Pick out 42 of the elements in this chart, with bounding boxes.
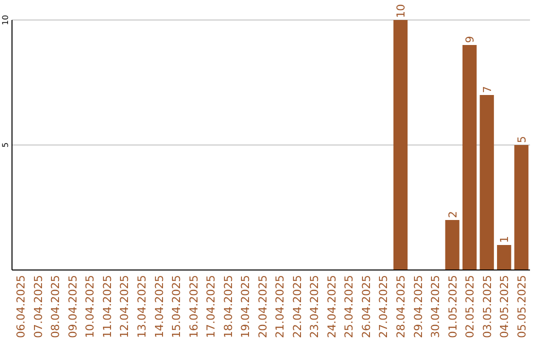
- x-tick-label: 22.04.2025: [290, 275, 304, 338]
- x-tick-label: 02.05.2025: [464, 275, 477, 338]
- data-label: 2: [446, 211, 460, 218]
- x-tick-label: 13.04.2025: [136, 275, 148, 338]
- bar: [480, 95, 494, 270]
- x-tick-label: 26.04.2025: [360, 275, 373, 338]
- x-tick-label: 19.04.2025: [239, 275, 252, 338]
- x-tick-label: 05.05.2025: [515, 275, 528, 338]
- data-label: 7: [480, 86, 494, 93]
- x-tick-label: 23.04.2025: [308, 275, 322, 338]
- x-tick-label: 03.05.2025: [480, 275, 494, 338]
- x-tick-label: 25.04.2025: [342, 275, 356, 338]
- x-tick-label: 01.05.2025: [446, 275, 460, 338]
- data-label: 5: [515, 136, 528, 143]
- data-label: 9: [464, 36, 477, 43]
- x-tick-label: 24.04.2025: [325, 275, 338, 338]
- bar: [393, 20, 408, 270]
- x-tick-label: 21.04.2025: [274, 275, 287, 338]
- data-label: 1: [498, 236, 512, 243]
- x-tick-label: 29.04.2025: [412, 275, 425, 338]
- x-tick-label: 07.04.2025: [32, 275, 45, 338]
- bar: [445, 220, 460, 270]
- x-tick-label: 04.05.2025: [498, 275, 512, 338]
- bar: [514, 145, 528, 270]
- x-tick-label: 27.04.2025: [377, 275, 390, 338]
- x-tick-label: 15.04.2025: [170, 275, 184, 338]
- x-tick-label: 10.04.2025: [84, 275, 97, 338]
- x-tick-label: 11.04.2025: [100, 275, 114, 338]
- x-tick-label: 16.04.2025: [187, 275, 200, 338]
- x-tick-label: 28.04.2025: [394, 275, 408, 338]
- bar: [462, 45, 477, 270]
- x-tick-label: 08.04.2025: [49, 275, 62, 338]
- x-tick-label: 14.04.2025: [152, 275, 166, 338]
- x-tick-label: 09.04.2025: [66, 275, 80, 338]
- x-tick-label: 06.04.2025: [14, 275, 28, 338]
- x-tick-label: 30.04.2025: [429, 275, 442, 338]
- x-tick-label: 18.04.2025: [222, 275, 235, 338]
- x-tick-label: 20.04.2025: [256, 275, 270, 338]
- x-tick-label: 17.04.2025: [204, 275, 218, 338]
- bar: [497, 245, 512, 270]
- data-label: 10: [394, 4, 408, 18]
- x-tick-label: 12.04.2025: [118, 275, 132, 338]
